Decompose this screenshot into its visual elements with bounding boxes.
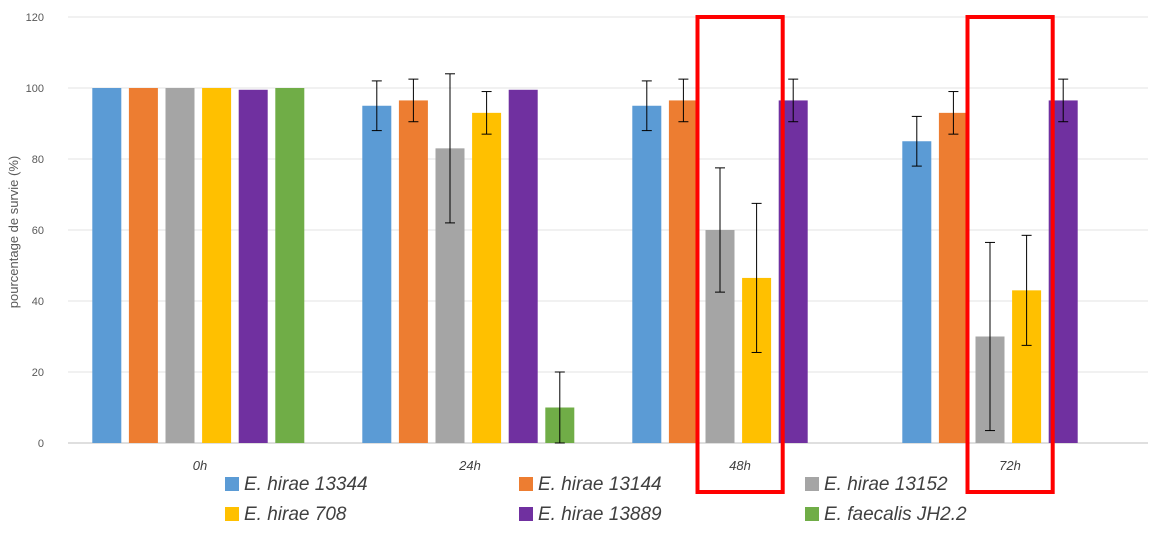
legend-swatch-e-hirae-13152 (805, 477, 819, 491)
y-tick-label: 100 (26, 83, 44, 95)
bar-e-hirae-708-24h (472, 112, 502, 443)
bar-e-hirae-13889-0h (238, 89, 268, 444)
legend-label: E. hirae 13144 (538, 474, 662, 495)
y-axis: 0 20 40 60 80 100 120 (26, 12, 44, 450)
highlight-box-48h (695, 15, 785, 494)
legend-swatch-e-hirae-708 (225, 507, 239, 521)
bar-e-hirae-13144-48h (668, 100, 698, 444)
bar-e-hirae-13344-72h (902, 141, 932, 443)
error-bars (371, 73, 1069, 444)
y-tick-label: 20 (32, 367, 44, 379)
y-axis-label: pourcentage de survie (%) (6, 156, 21, 308)
legend-swatch-e-faecalis-jh2-2 (805, 507, 819, 521)
category-label-24h: 24h (458, 458, 481, 473)
legend-swatch-e-hirae-13144 (519, 477, 533, 491)
y-tick-label: 0 (38, 438, 44, 450)
legend-label: E. hirae 13889 (538, 504, 662, 525)
y-tick-label: 80 (32, 154, 44, 166)
y-tick-label: 60 (32, 225, 44, 237)
legend-label: E. hirae 13152 (824, 474, 948, 495)
legend-label: E. hirae 13344 (244, 474, 368, 495)
category-label-72h: 72h (999, 458, 1021, 473)
bar-e-hirae-13344-48h (632, 105, 662, 443)
legend-swatch-e-hirae-13344 (225, 477, 239, 491)
category-label-48h: 48h (729, 458, 751, 473)
bar-e-hirae-13889-24h (508, 89, 538, 444)
bar-e-faecalis-jh2-2-0h (275, 88, 305, 443)
legend-label: E. faecalis JH2.2 (824, 504, 967, 525)
bar-e-hirae-13144-72h (938, 112, 968, 443)
y-tick-label: 40 (32, 296, 44, 308)
bar-e-hirae-708-0h (202, 88, 232, 443)
legend-label: E. hirae 708 (244, 504, 347, 525)
bar-e-hirae-13152-0h (165, 88, 195, 443)
legend: E. hirae 13344 E. hirae 13144 E. hirae 131… (225, 474, 967, 525)
category-label-0h: 0h (193, 458, 207, 473)
y-tick-label: 120 (26, 12, 44, 24)
highlight-box-72h (965, 15, 1055, 494)
legend-swatch-e-hirae-13889 (519, 507, 533, 521)
bar-e-hirae-13144-0h (128, 88, 158, 443)
bar-e-hirae-13344-0h (92, 88, 122, 443)
bars (92, 88, 1078, 444)
highlight-boxes (695, 15, 1055, 494)
bar-e-hirae-13344-24h (362, 105, 392, 443)
x-axis-category-labels: 0h 24h 48h 72h (193, 458, 1021, 473)
bar-e-hirae-13144-24h (398, 100, 428, 444)
